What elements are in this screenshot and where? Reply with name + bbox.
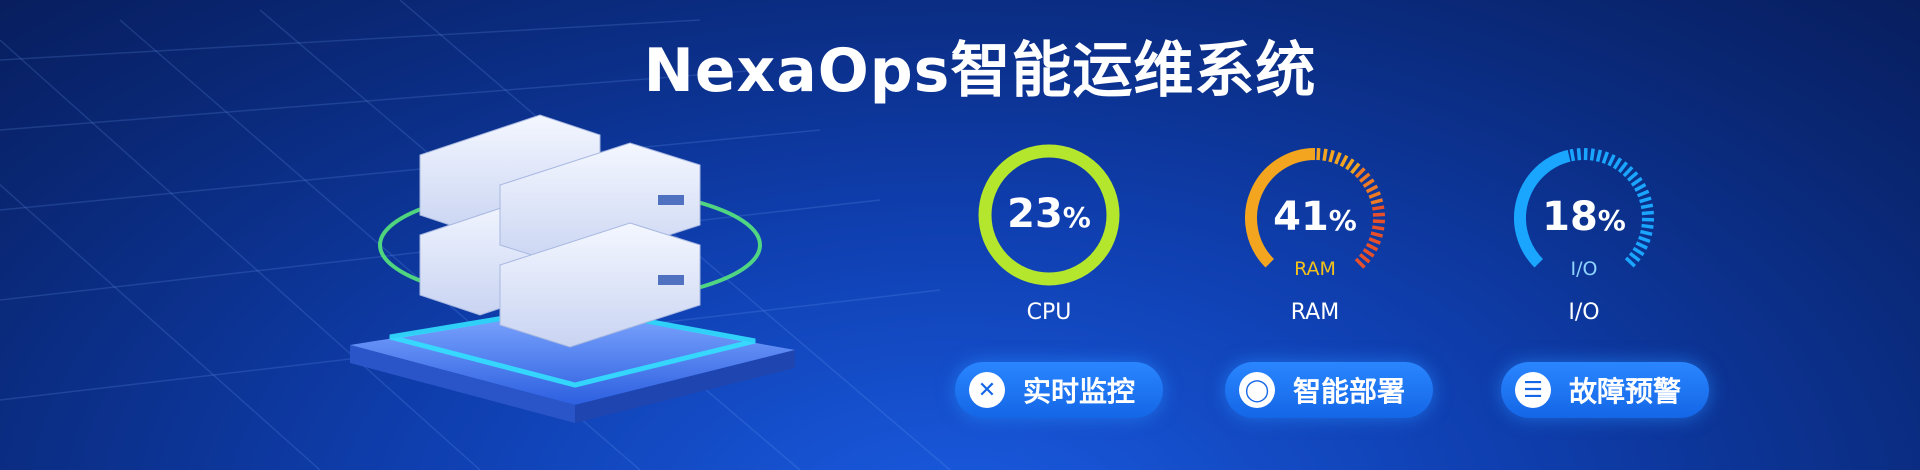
realtime-monitor-button[interactable]: ✕ 实时监控 xyxy=(955,362,1163,418)
io-tick xyxy=(1632,246,1645,257)
io-tick xyxy=(1624,256,1636,268)
io-tick xyxy=(1617,161,1629,174)
ram-tick xyxy=(1372,219,1385,224)
ram-tick xyxy=(1350,162,1361,175)
ram-tick xyxy=(1362,248,1375,258)
io-tick xyxy=(1635,241,1648,250)
ram-tick xyxy=(1334,152,1342,165)
ram-tick xyxy=(1368,191,1381,199)
ram-tick xyxy=(1370,231,1384,238)
ring-icon: ◯ xyxy=(1239,372,1275,408)
io-gauge: 18% I/O xyxy=(1494,128,1674,308)
ram-tick xyxy=(1370,198,1384,205)
io-tick xyxy=(1640,203,1654,210)
cpu-gauge: 23% xyxy=(959,125,1139,305)
smart-deploy-button[interactable]: ◯ 智能部署 xyxy=(1225,362,1433,418)
ram-tick xyxy=(1328,149,1335,163)
io-tick xyxy=(1622,166,1634,178)
io-tick xyxy=(1634,183,1647,192)
io-tick xyxy=(1628,251,1641,263)
ram-inner-label: RAM xyxy=(1294,258,1336,280)
io-tick xyxy=(1639,196,1652,204)
io-label: I/O xyxy=(1568,300,1600,325)
io-tick xyxy=(1612,157,1623,170)
fault-alert-button[interactable]: ☰ 故障预警 xyxy=(1501,362,1709,418)
io-tick xyxy=(1630,176,1643,187)
io-inner-label: I/O xyxy=(1570,258,1598,280)
io-tick xyxy=(1638,235,1651,244)
ram-arc-fill xyxy=(1245,148,1316,268)
cpu-ring xyxy=(978,144,1120,286)
menu-lines-icon: ☰ xyxy=(1515,372,1551,408)
ram-tick xyxy=(1358,172,1371,183)
io-tick xyxy=(1576,148,1582,161)
io-value: 18% xyxy=(1542,194,1626,240)
ram-label: RAM xyxy=(1290,300,1340,325)
ram-tick xyxy=(1354,167,1366,179)
ram-value: 41% xyxy=(1273,194,1357,240)
io-tick xyxy=(1601,151,1610,164)
io-tick xyxy=(1595,149,1603,163)
ram-tick xyxy=(1339,154,1349,168)
ram-tick xyxy=(1345,158,1355,171)
ram-tick xyxy=(1316,148,1321,161)
ram-tick xyxy=(1354,257,1366,269)
io-arc-fill xyxy=(1514,149,1571,268)
button-label: 智能部署 xyxy=(1293,375,1406,408)
ram-tick xyxy=(1368,237,1381,245)
io-tick xyxy=(1589,148,1595,161)
io-tick xyxy=(1569,148,1576,162)
io-tick xyxy=(1639,229,1653,237)
button-label: 实时监控 xyxy=(1023,375,1136,408)
ram-tick xyxy=(1358,253,1371,264)
close-x-icon: ✕ xyxy=(969,372,1005,408)
ram-tick xyxy=(1365,242,1379,252)
ram-tick xyxy=(1365,184,1379,194)
server-illustration xyxy=(350,114,795,423)
button-label: 故障预警 xyxy=(1569,375,1682,408)
ram-tick xyxy=(1372,212,1385,217)
ram-tick xyxy=(1322,148,1328,161)
io-tick xyxy=(1607,154,1616,167)
cpu-label: CPU xyxy=(1026,300,1072,325)
io-tick xyxy=(1636,189,1650,198)
ram-gauge: 41% RAM xyxy=(1225,128,1405,308)
io-tick xyxy=(1641,210,1654,216)
page-title: NexaOps智能运维系统 xyxy=(643,36,1317,106)
ram-tick xyxy=(1372,205,1385,211)
cpu-value: 23% xyxy=(1007,191,1091,237)
ram-tick xyxy=(1362,178,1375,188)
io-tick xyxy=(1626,171,1639,182)
ram-tick xyxy=(1372,225,1385,231)
io-tick xyxy=(1641,223,1654,229)
